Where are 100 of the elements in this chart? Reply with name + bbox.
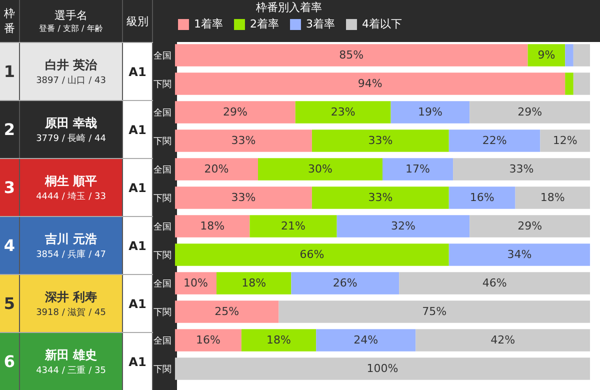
- data-label: 94%: [358, 76, 382, 90]
- data-label: 22%: [482, 134, 507, 147]
- bar: [382, 158, 454, 180]
- text: 登番 / 支部 / 年齢: [39, 23, 103, 34]
- text: A1: [123, 275, 153, 332]
- legend-label: 2着率: [250, 18, 279, 31]
- text: 桐生 順平: [44, 172, 98, 190]
- data-label: 18%: [242, 276, 266, 290]
- bar: [453, 158, 590, 180]
- data-label: 85%: [339, 48, 364, 62]
- bar: [175, 44, 528, 66]
- bar: [399, 272, 590, 294]
- y-tick-label: 下関: [154, 250, 172, 261]
- y-tick-label: 全国: [154, 107, 172, 118]
- y-tick-label: 全国: [154, 164, 172, 176]
- y-tick-label: 全国: [154, 278, 172, 290]
- legend-label: 4着以下: [362, 18, 402, 31]
- bar: [312, 130, 449, 152]
- data-label: 75%: [422, 304, 447, 318]
- bar: [448, 130, 540, 152]
- y-tick-label: 下関: [154, 78, 172, 90]
- bar: [250, 215, 337, 238]
- data-label: 24%: [354, 333, 378, 346]
- data-label: 16%: [196, 333, 220, 346]
- bar: [216, 272, 292, 294]
- bar: [515, 186, 590, 209]
- text: 3897 / 山口 / 43: [36, 74, 106, 86]
- bar: [241, 329, 316, 352]
- text: A1: [123, 101, 153, 158]
- y-tick-label: 全国: [154, 50, 172, 62]
- data-label: 9%: [538, 48, 556, 62]
- data-label: 34%: [507, 248, 532, 261]
- y-tick-label: 全国: [154, 221, 172, 232]
- bar: [448, 244, 590, 266]
- bar: [175, 300, 279, 323]
- bar: [295, 101, 391, 124]
- data-label: 29%: [518, 105, 542, 118]
- data-label: 18%: [200, 219, 225, 232]
- bar: [390, 101, 470, 124]
- data-label: 16%: [470, 190, 494, 204]
- y-tick-label: 下関: [154, 192, 172, 204]
- data-label: 26%: [332, 276, 358, 290]
- bar: [336, 215, 470, 238]
- text: 白井 英治: [44, 56, 98, 74]
- data-label: 19%: [418, 105, 442, 118]
- bar: [312, 186, 449, 209]
- y-tick-label: 下関: [154, 364, 172, 375]
- text: 吉川 元浩: [44, 230, 98, 248]
- data-label: 18%: [266, 333, 291, 346]
- data-label: 21%: [281, 219, 306, 232]
- bar: [175, 186, 312, 209]
- bar: [565, 44, 574, 66]
- data-label: 100%: [366, 362, 398, 375]
- text: 原田 幸哉: [44, 114, 98, 132]
- text: 枠番: [3, 6, 16, 36]
- bar: [258, 158, 382, 180]
- data-label: 33%: [231, 134, 256, 147]
- text: 深井 利寿: [44, 288, 98, 306]
- bar: [470, 215, 590, 238]
- bar: [291, 272, 400, 294]
- bar: [175, 244, 449, 266]
- y-tick-label: 全国: [154, 335, 172, 346]
- data-label: 18%: [540, 190, 565, 204]
- data-label: 33%: [368, 134, 393, 147]
- data-label: 29%: [518, 219, 542, 232]
- bar: [278, 300, 590, 323]
- data-label: 29%: [222, 105, 248, 118]
- y-tick-label: 下関: [154, 306, 172, 318]
- data-label: 17%: [406, 162, 430, 176]
- bar: [470, 101, 590, 124]
- data-label: 33%: [509, 162, 534, 176]
- legend-title: 枠番別入着率: [255, 1, 322, 14]
- bar: [175, 358, 590, 380]
- bar: [416, 329, 590, 352]
- text: 級別: [126, 14, 148, 28]
- text: 選手名: [54, 8, 88, 23]
- bar: [175, 72, 566, 95]
- data-label: 46%: [482, 276, 507, 290]
- data-label: 32%: [391, 219, 416, 232]
- data-label: 12%: [552, 134, 578, 147]
- data-label: 25%: [214, 304, 240, 318]
- text: 3: [0, 159, 20, 216]
- bar: [175, 329, 242, 352]
- legend-label: 3着率: [306, 18, 335, 31]
- legend-label: 1着率: [194, 18, 223, 31]
- bar: [175, 215, 250, 238]
- bar: [540, 130, 590, 152]
- data-label: 33%: [368, 190, 393, 204]
- bar: [565, 72, 574, 95]
- data-label: 30%: [308, 162, 332, 176]
- bar: [448, 186, 516, 209]
- text: 3854 / 兵庫 / 47: [36, 248, 106, 260]
- text: 5: [0, 275, 20, 332]
- bar: [175, 101, 296, 124]
- text: 2: [0, 101, 20, 158]
- text: A1: [123, 217, 153, 274]
- bar: [573, 72, 590, 95]
- text: 4444 / 埼玉 / 33: [36, 190, 106, 202]
- data-label: 10%: [184, 276, 208, 290]
- bar: [175, 272, 216, 294]
